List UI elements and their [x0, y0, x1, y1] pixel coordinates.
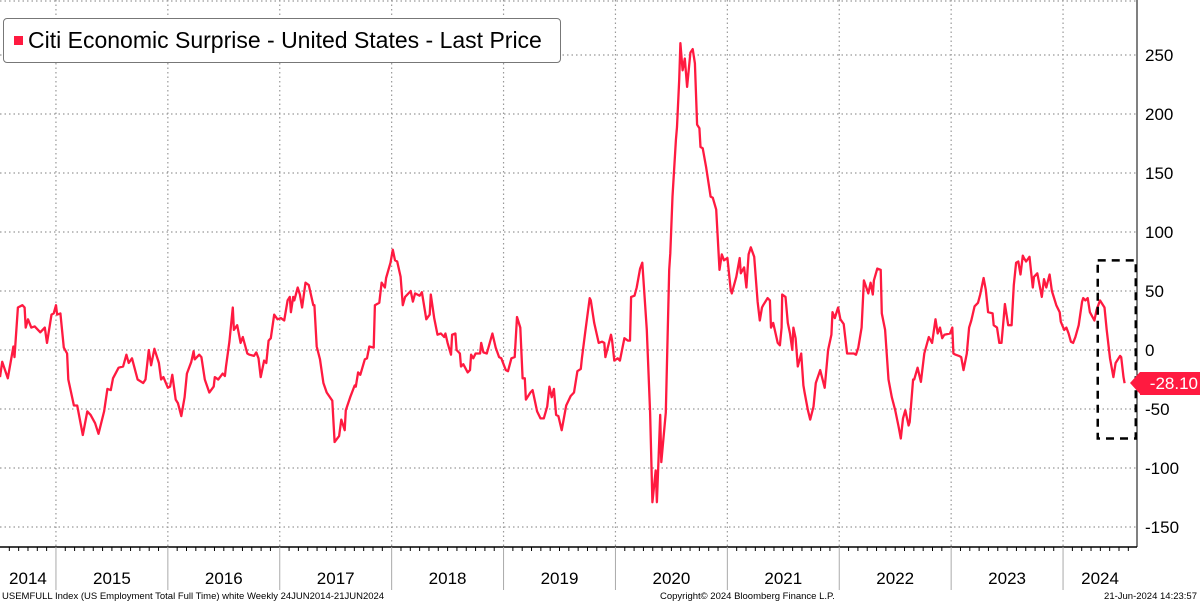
y-tick-label: 250	[1145, 46, 1173, 65]
x-tick-label: 2016	[205, 569, 243, 588]
y-tick-label: 50	[1145, 282, 1164, 301]
x-tick-label: 2023	[988, 569, 1026, 588]
x-tick-label: 2014	[9, 569, 47, 588]
last-price-tag: -28.10	[1130, 371, 1200, 395]
y-tick-label: 200	[1145, 105, 1173, 124]
gridlines	[0, 0, 1137, 547]
x-tick-label: 2017	[317, 569, 355, 588]
series-line	[0, 42, 1126, 504]
x-tick-label: 2022	[876, 569, 914, 588]
y-axis: 250 200 150 100 50 0 -50 -100 -150	[1136, 0, 1179, 547]
x-tick-label: 2015	[93, 569, 131, 588]
y-tick-label: -100	[1145, 459, 1179, 478]
x-tick-label: 2024	[1081, 569, 1119, 588]
y-tick-label: 100	[1145, 223, 1173, 242]
legend-marker-icon	[14, 36, 23, 45]
y-tick-label: -150	[1145, 518, 1179, 537]
x-tick-label: 2020	[652, 569, 690, 588]
x-axis: 2014 2015 2016 2017 2018 2019 2020 2021 2022 2023…	[0, 546, 1137, 590]
footer-copyright: Copyright© 2024 Bloomberg Finance L.P.	[660, 591, 835, 602]
x-tick-label: 2021	[764, 569, 802, 588]
y-tick-label: 0	[1145, 341, 1154, 360]
footer-index-info: USEMFULL Index (US Employment Total Full…	[2, 591, 385, 602]
y-tick-label: 150	[1145, 164, 1173, 183]
annotation-dashed-box	[1096, 259, 1138, 440]
legend-label: Citi Economic Surprise - United States -…	[28, 27, 542, 53]
y-tick-label: -50	[1145, 400, 1170, 419]
legend: Citi Economic Surprise - United States -…	[3, 18, 561, 63]
footer-timestamp: 21-Jun-2024 14:23:57	[1104, 591, 1197, 602]
x-tick-label: 2018	[429, 569, 467, 588]
x-tick-label: 2019	[541, 569, 579, 588]
